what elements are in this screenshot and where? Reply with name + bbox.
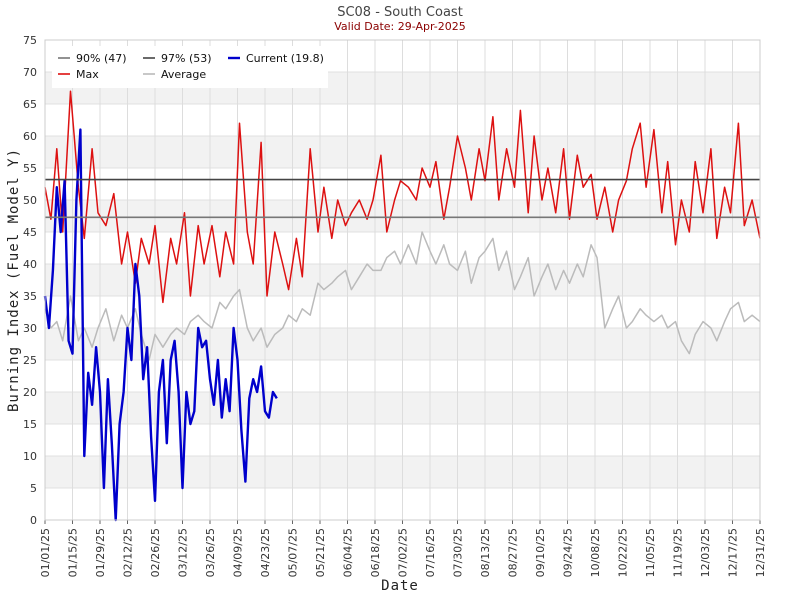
x-tick-label: 12/17/25 [727, 528, 740, 577]
x-tick-label: 09/10/25 [534, 528, 547, 577]
legend-box [52, 46, 328, 88]
x-tick-label: 01/01/25 [39, 528, 52, 577]
y-tick-label: 5 [30, 482, 37, 495]
y-tick-label: 30 [23, 322, 37, 335]
x-tick-label: 04/23/25 [259, 528, 272, 577]
legend: 90% (47) 97% (53) Current (19.8) Max Average [52, 46, 328, 88]
x-tick-label: 05/07/25 [287, 528, 300, 577]
y-tick-label: 55 [23, 162, 37, 175]
series-lines [43, 90, 761, 522]
legend-label: 97% (53) [161, 52, 212, 65]
y-tick-label: 70 [23, 66, 37, 79]
series-line-average [44, 231, 761, 361]
x-tick-label: 04/09/25 [232, 528, 245, 577]
plot-frame [44, 39, 761, 521]
y-tick-label: 40 [23, 258, 37, 271]
y-tick-label: 20 [23, 386, 37, 399]
x-tick-label: 03/12/25 [177, 528, 190, 577]
x-tick-label: 03/26/25 [204, 528, 217, 577]
legend-label: Max [76, 68, 99, 81]
x-axis-ticks: 01/01/25 01/15/25 01/29/25 02/12/25 02/26/25… [39, 520, 767, 577]
legend-label: Current (19.8) [246, 52, 324, 65]
x-tick-label: 02/26/25 [149, 528, 162, 577]
y-tick-label: 0 [30, 514, 37, 527]
x-tick-label: 06/04/25 [342, 528, 355, 577]
x-tick-label: 01/15/25 [67, 528, 80, 577]
x-tick-label: 07/30/25 [452, 528, 465, 577]
y-tick-label: 60 [23, 130, 37, 143]
y-tick-label: 25 [23, 354, 37, 367]
y-tick-label: 50 [23, 194, 37, 207]
chart-subtitle: Valid Date: 29-Apr-2025 [334, 20, 466, 33]
x-tick-label: 09/24/25 [562, 528, 575, 577]
y-tick-label: 15 [23, 418, 37, 431]
x-tick-label: 12/03/25 [699, 528, 712, 577]
legend-label: Average [161, 68, 206, 81]
x-tick-label: 10/22/25 [617, 528, 630, 577]
series-line-max [44, 90, 761, 304]
x-tick-label: 06/18/25 [369, 528, 382, 577]
series-line-current [43, 128, 278, 522]
x-tick-label: 01/29/25 [94, 528, 107, 577]
x-tick-label: 12/31/25 [754, 528, 767, 577]
x-axis-label: Date [381, 578, 419, 594]
legend-label: 90% (47) [76, 52, 127, 65]
x-tick-label: 05/21/25 [314, 528, 327, 577]
x-tick-label: 07/16/25 [424, 528, 437, 577]
y-tick-label: 65 [23, 98, 37, 111]
y-axis-ticks: 0 5 10 15 20 25 30 35 40 45 50 55 60 65 70 75 [23, 34, 37, 527]
reference-lines [45, 178, 760, 219]
x-tick-label: 08/27/25 [507, 528, 520, 577]
x-tick-label: 08/13/25 [479, 528, 492, 577]
y-axis-label: Burning Index (Fuel Model Y) [6, 148, 22, 412]
x-tick-label: 11/19/25 [672, 528, 685, 577]
x-tick-label: 10/08/25 [589, 528, 602, 577]
x-tick-label: 02/12/25 [122, 528, 135, 577]
y-tick-label: 35 [23, 290, 37, 303]
y-tick-label: 10 [23, 450, 37, 463]
y-tick-label: 45 [23, 226, 37, 239]
x-tick-label: 07/02/25 [397, 528, 410, 577]
chart-title: SC08 - South Coast [337, 5, 463, 20]
y-tick-label: 75 [23, 34, 37, 47]
x-tick-label: 11/05/25 [644, 528, 657, 577]
